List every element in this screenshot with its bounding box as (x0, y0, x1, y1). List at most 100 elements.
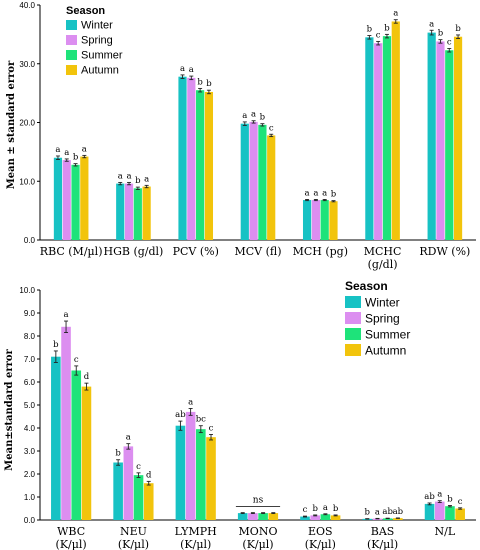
bar-autumn (393, 518, 403, 520)
bar-summer (382, 36, 392, 241)
legend-label-summer: Summer (81, 50, 123, 62)
bar-spring (61, 326, 71, 520)
significance-letter: a (180, 64, 185, 74)
y-tick-label: 9.0 (24, 309, 36, 318)
chart-panel-2: 0.0 1.0 2.0 3.0 4.0 5.0 6.0 7.0 8.0 9.0 10.0 Mean±s… (4, 279, 476, 550)
bar-summer (320, 514, 331, 520)
x-tick-label-line2: (K/µl) (305, 538, 336, 550)
significance-letter: ab (393, 507, 404, 517)
legend-swatch-spring (66, 35, 77, 45)
y-tick-label: 8.0 (24, 332, 36, 341)
significance-letter: a (118, 171, 123, 181)
significance-letter: c (458, 497, 463, 507)
legend-label-autumn: Autumn (365, 344, 406, 358)
bar-spring (374, 43, 383, 240)
significance-letter: c (209, 423, 214, 433)
legend-swatch-summer (66, 50, 77, 60)
bar-winter (175, 425, 186, 520)
bar-summer (133, 475, 144, 520)
significance-letter: a (126, 433, 131, 443)
legend-label-spring: Spring (81, 35, 113, 47)
legend: Season Winter Spring Summer Autumn (66, 5, 123, 77)
significance-letter: c (269, 123, 274, 133)
y-tick-label: 6.0 (24, 378, 36, 387)
bar-autumn (143, 483, 154, 520)
bar-autumn (267, 135, 276, 240)
bar-summer (382, 518, 393, 520)
bar-winter (302, 200, 312, 240)
x-tick-label-line2: (K/µl) (180, 538, 211, 550)
bar-summer (445, 50, 454, 240)
significance-letter: b (206, 79, 212, 89)
y-tick-label: 2.0 (24, 470, 36, 479)
x-tick-label: MONO (239, 525, 278, 538)
bar-winter (424, 503, 435, 520)
significance-letter: a (322, 188, 327, 198)
legend-label-winter: Winter (365, 296, 400, 310)
legend-label-spring: Spring (365, 312, 400, 326)
bar-winter (427, 32, 436, 240)
y-tick-label: 10.0 (19, 177, 35, 186)
bar-autumn (142, 186, 151, 240)
significance-letter: b (438, 29, 444, 39)
x-tick-label: RBC (M/µl) (40, 245, 103, 258)
significance-letter: a (82, 144, 87, 154)
significance-letter: b (260, 113, 266, 123)
legend-title: Season (345, 279, 388, 293)
significance-letter: a (305, 188, 310, 198)
bar-summer (258, 124, 267, 240)
legend-swatch-spring (345, 312, 361, 324)
bar-autumn (206, 437, 216, 520)
bar-winter (237, 513, 248, 520)
bar-autumn (329, 201, 338, 240)
y-axis-label: Mean ± standard error (6, 60, 17, 189)
y-tick-label: 10.0 (19, 286, 35, 295)
significance-letter: a (188, 397, 193, 407)
significance-letter: c (447, 37, 452, 47)
significance-letter: b (331, 190, 337, 200)
x-tick-label-line2: (K/µl) (367, 538, 398, 550)
bar-winter (365, 37, 374, 240)
significance-letter: a (64, 148, 69, 158)
y-tick-label: 5.0 (24, 401, 36, 410)
bar-winter (53, 157, 63, 240)
x-tick-label: PCV (%) (173, 245, 219, 258)
significance-letter: ab (175, 410, 186, 420)
significance-letter: bc (196, 415, 206, 425)
bar-winter (116, 183, 125, 240)
x-tick-label: MCV (fl) (234, 245, 281, 258)
x-tick-label-line2: (K/µl) (242, 538, 273, 550)
bar-winter (51, 356, 61, 520)
x-tick-label: HGB (g/dl) (103, 245, 163, 258)
bar-summer (71, 370, 82, 520)
y-tick-label: 40.0 (19, 1, 35, 10)
significance-letter: b (367, 25, 373, 35)
legend-label-summer: Summer (365, 328, 410, 342)
bar-spring (185, 411, 196, 520)
significance-letter: a (189, 65, 194, 75)
bar-spring (434, 501, 445, 520)
bar-spring (436, 41, 445, 240)
y-tick-label: 0.0 (24, 236, 36, 245)
ns-label: ns (253, 496, 264, 506)
bar-winter (240, 123, 249, 240)
bar-summer (196, 429, 206, 520)
bar-winter (300, 516, 310, 520)
bar-autumn (330, 515, 341, 520)
significance-letter: a (55, 145, 60, 155)
y-axis-label: Mean±standard error (4, 348, 15, 470)
legend-swatch-summer (345, 328, 361, 340)
x-tick-label: LYMPH (175, 525, 217, 538)
x-tick-label-line2: (K/µl) (56, 538, 87, 550)
legend: Season Winter Spring Summer Autumn (345, 279, 410, 358)
significance-letter: a (144, 174, 149, 184)
legend-label-winter: Winter (81, 20, 113, 32)
bar-spring (372, 518, 383, 520)
x-tick-label: N/L (435, 525, 456, 538)
significance-letter: a (251, 110, 256, 120)
bar-autumn (455, 508, 465, 520)
legend-label-autumn: Autumn (81, 65, 119, 77)
y-tick-label: 7.0 (24, 355, 36, 364)
significance-letter: a (323, 503, 328, 513)
